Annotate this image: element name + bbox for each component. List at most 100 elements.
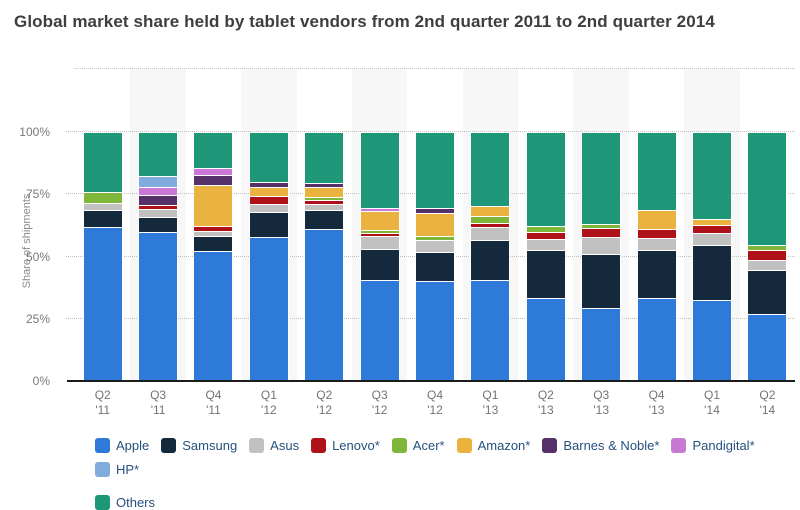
bar-segment-apple[interactable] bbox=[193, 250, 234, 381]
bar-segment-others[interactable] bbox=[248, 132, 289, 182]
bar-segment-asus[interactable] bbox=[193, 231, 234, 237]
bar-segment-lenovo[interactable] bbox=[138, 205, 179, 210]
bar-segment-apple[interactable] bbox=[304, 229, 345, 381]
legend-item-amazon[interactable]: Amazon* bbox=[456, 438, 530, 453]
bar-segment-samsung[interactable] bbox=[359, 249, 400, 281]
legend-label: HP* bbox=[116, 462, 140, 477]
bar-segment-asus[interactable] bbox=[248, 204, 289, 212]
bar-segment-others[interactable] bbox=[82, 132, 123, 192]
bar-segment-pandigital[interactable] bbox=[359, 208, 400, 211]
bar-segment-others[interactable] bbox=[470, 132, 511, 206]
legend-item-hp[interactable]: HP* bbox=[95, 462, 139, 477]
bar-segment-lenovo[interactable] bbox=[193, 225, 234, 232]
bar-segment-others[interactable] bbox=[304, 132, 345, 183]
bar-segment-acer[interactable] bbox=[525, 225, 566, 233]
bar-segment-acer[interactable] bbox=[581, 223, 622, 228]
bar-segment-apple[interactable] bbox=[359, 280, 400, 381]
bar-segment-samsung[interactable] bbox=[691, 244, 732, 301]
bar-segment-apple[interactable] bbox=[470, 280, 511, 381]
bar-segment-samsung[interactable] bbox=[581, 253, 622, 308]
bar-segment-asus[interactable] bbox=[691, 233, 732, 245]
bar-segment-acer[interactable] bbox=[304, 196, 345, 201]
bar-segment-lenovo[interactable] bbox=[359, 232, 400, 237]
bar-segment-apple[interactable] bbox=[415, 280, 455, 381]
bar-segment-apple[interactable] bbox=[138, 231, 179, 381]
bar-segment-others[interactable] bbox=[415, 132, 455, 209]
bar-segment-lenovo[interactable] bbox=[525, 232, 566, 240]
bar-segment-lenovo[interactable] bbox=[747, 250, 788, 261]
bar-segment-barnes-noble[interactable] bbox=[138, 194, 179, 206]
bar-segment-asus[interactable] bbox=[138, 209, 179, 217]
bar-segment-apple[interactable] bbox=[747, 314, 788, 381]
bar-segment-asus[interactable] bbox=[581, 237, 622, 254]
bar-segment-asus[interactable] bbox=[747, 260, 788, 271]
bar-segment-others[interactable] bbox=[691, 132, 732, 220]
legend-item-acer[interactable]: Acer* bbox=[391, 438, 445, 453]
legend-item-samsung[interactable]: Samsung bbox=[161, 438, 237, 453]
bar-segment-barnes-noble[interactable] bbox=[415, 208, 455, 213]
bar-segment-samsung[interactable] bbox=[525, 249, 566, 299]
bar-segment-others[interactable] bbox=[747, 132, 788, 245]
bar-segment-pandigital[interactable] bbox=[138, 187, 179, 195]
bar-segment-amazon[interactable] bbox=[691, 219, 732, 225]
bar-segment-lenovo[interactable] bbox=[581, 227, 622, 238]
legend-item-lenovo[interactable]: Lenovo* bbox=[311, 438, 380, 453]
bar-segment-apple[interactable] bbox=[248, 236, 289, 381]
bar-segment-apple[interactable] bbox=[636, 297, 677, 381]
bar-segment-apple[interactable] bbox=[82, 226, 123, 381]
bar-segment-lenovo[interactable] bbox=[304, 200, 345, 204]
bar-segment-samsung[interactable] bbox=[248, 211, 289, 237]
bar-segment-samsung[interactable] bbox=[747, 270, 788, 315]
bar-segment-others[interactable] bbox=[636, 132, 677, 211]
bar-segment-lenovo[interactable] bbox=[470, 222, 511, 227]
bar-segment-amazon[interactable] bbox=[470, 206, 511, 217]
bar-segment-amazon[interactable] bbox=[193, 184, 234, 226]
bar-segment-lenovo[interactable] bbox=[691, 224, 732, 234]
bar-segment-others[interactable] bbox=[581, 132, 622, 224]
bar-segment-samsung[interactable] bbox=[82, 210, 123, 227]
bar-segment-asus[interactable] bbox=[359, 236, 400, 250]
bar-segment-asus[interactable] bbox=[470, 226, 511, 240]
bar-segment-acer[interactable] bbox=[470, 216, 511, 223]
legend-item-pandigital[interactable]: Pandigital* bbox=[671, 438, 755, 453]
bar-segment-acer[interactable] bbox=[747, 244, 788, 251]
bar-segment-asus[interactable] bbox=[415, 239, 455, 252]
bar-segment-asus[interactable] bbox=[82, 203, 123, 211]
bar-segment-amazon[interactable] bbox=[248, 186, 289, 196]
bar-segment-amazon[interactable] bbox=[415, 212, 455, 237]
bar-segment-samsung[interactable] bbox=[415, 251, 455, 281]
bar-segment-barnes-noble[interactable] bbox=[248, 181, 289, 187]
bar-segment-others[interactable] bbox=[193, 132, 234, 168]
bar-segment-samsung[interactable] bbox=[138, 216, 179, 232]
bar-segment-acer[interactable] bbox=[359, 230, 400, 233]
bar-segment-lenovo[interactable] bbox=[636, 228, 677, 239]
legend-item-apple[interactable]: Apple bbox=[95, 438, 149, 453]
bar-segment-lenovo[interactable] bbox=[248, 195, 289, 205]
legend-item-asus[interactable]: Asus bbox=[249, 438, 299, 453]
bar-segment-apple[interactable] bbox=[525, 298, 566, 381]
bar-segment-others[interactable] bbox=[525, 132, 566, 226]
bar-segment-barnes-noble[interactable] bbox=[193, 175, 234, 185]
bar-segment-barnes-noble[interactable] bbox=[304, 182, 345, 188]
bar-segment-pandigital[interactable] bbox=[193, 167, 234, 176]
bar-segment-acer[interactable] bbox=[415, 236, 455, 240]
bar-segment-apple[interactable] bbox=[691, 300, 732, 381]
bar-segment-hp[interactable] bbox=[138, 175, 179, 188]
bar-segment-amazon[interactable] bbox=[359, 210, 400, 231]
bar-segment-asus[interactable] bbox=[525, 239, 566, 250]
bar-segment-amazon[interactable] bbox=[304, 187, 345, 197]
legend-item-barnes-noble[interactable]: Barnes & Noble* bbox=[542, 438, 659, 453]
bar-segment-amazon[interactable] bbox=[636, 210, 677, 229]
legend-label: Lenovo* bbox=[332, 438, 380, 453]
bar-segment-asus[interactable] bbox=[636, 238, 677, 251]
bar-segment-apple[interactable] bbox=[581, 307, 622, 381]
bar-segment-asus[interactable] bbox=[304, 203, 345, 211]
bar-segment-acer[interactable] bbox=[82, 191, 123, 204]
bar-segment-samsung[interactable] bbox=[193, 236, 234, 251]
legend-item-others[interactable]: Others bbox=[95, 495, 155, 510]
bar-segment-samsung[interactable] bbox=[470, 239, 511, 281]
bar-segment-others[interactable] bbox=[359, 132, 400, 209]
bar-segment-samsung[interactable] bbox=[304, 210, 345, 230]
bar-segment-others[interactable] bbox=[138, 132, 179, 176]
bar-segment-samsung[interactable] bbox=[636, 250, 677, 298]
